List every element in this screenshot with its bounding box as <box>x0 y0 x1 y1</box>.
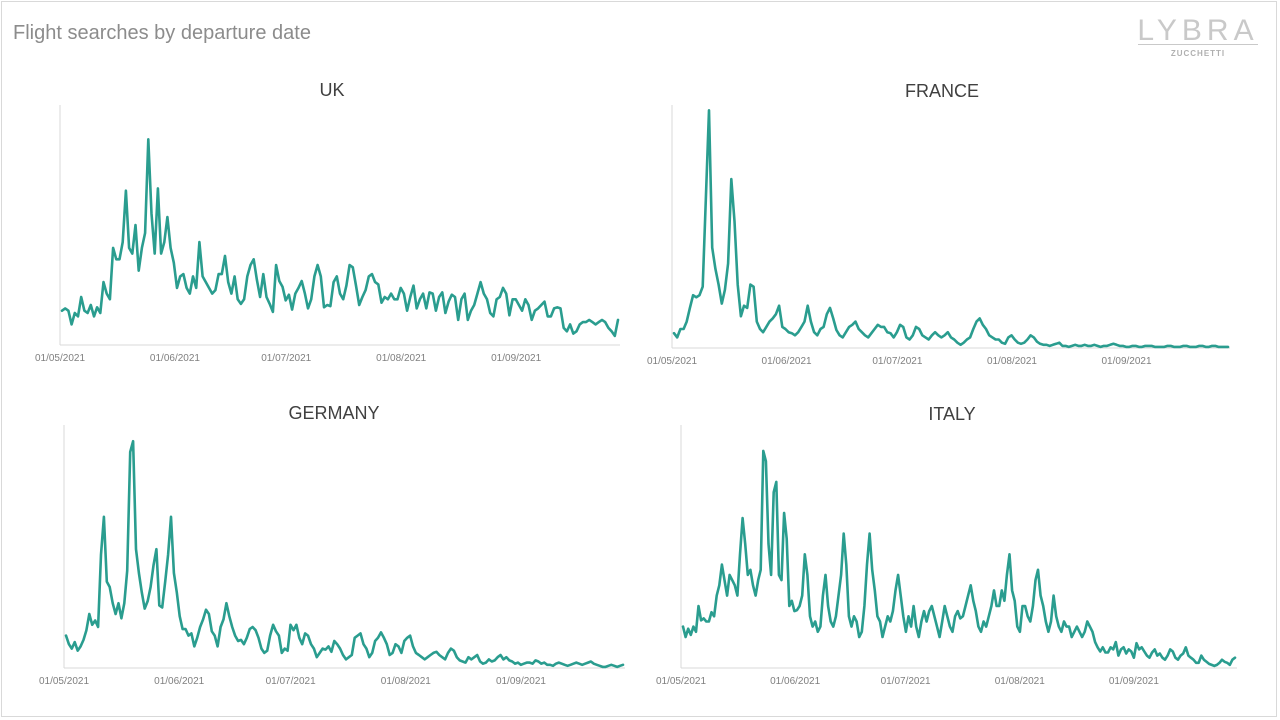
chart-title-france: FRANCE <box>905 81 979 101</box>
x-tick-label: 01/05/2021 <box>35 353 85 364</box>
x-tick-label: 01/05/2021 <box>39 676 89 687</box>
x-tick-label: 01/07/2021 <box>261 353 311 364</box>
x-tick-label: 01/08/2021 <box>995 676 1045 687</box>
x-tick-label: 01/08/2021 <box>381 676 431 687</box>
x-tick-label: 01/09/2021 <box>1101 356 1151 367</box>
x-tick-label: 01/09/2021 <box>1109 676 1159 687</box>
chart-italy: ITALY 01/05/2021 01/06/2021 01/07/2021 01/08… <box>656 404 1237 687</box>
logo-subtext: ZUCCHETTI <box>1170 49 1226 58</box>
series-line-france <box>672 109 1230 349</box>
x-tick-label: 01/07/2021 <box>881 676 931 687</box>
x-tick-label: 01/09/2021 <box>491 353 541 364</box>
x-tick-label: 01/06/2021 <box>770 676 820 687</box>
x-tick-label: 01/07/2021 <box>872 356 922 367</box>
x-tick-label: 01/08/2021 <box>987 356 1037 367</box>
chart-uk: UK 01/05/2021 01/06/2021 01/07/2021 01/08/20… <box>35 80 620 364</box>
x-tick-label: 01/06/2021 <box>762 356 812 367</box>
chart-title-italy: ITALY <box>928 404 975 424</box>
logo-wordmark: LYBRA <box>1137 14 1259 47</box>
chart-germany: GERMANY 01/05/2021 01/06/2021 01/07/2021 01/… <box>39 403 625 687</box>
logo-divider <box>1138 44 1258 45</box>
x-tick-label: 01/05/2021 <box>656 676 706 687</box>
chart-title-germany: GERMANY <box>288 403 379 423</box>
x-tick-label: 01/06/2021 <box>150 353 200 364</box>
chart-france: FRANCE 01/05/2021 01/06/2021 01/07/2021 01/0… <box>647 81 1230 367</box>
series-line-italy <box>681 449 1237 668</box>
brand-logo: LYBRA ZUCCHETTI <box>1134 14 1262 64</box>
page-title: Flight searches by departure date <box>13 22 311 44</box>
x-tick-label: 01/06/2021 <box>154 676 204 687</box>
series-line-uk <box>60 138 620 338</box>
x-tick-label: 01/05/2021 <box>647 356 697 367</box>
x-tick-label: 01/07/2021 <box>266 676 316 687</box>
chart-title-uk: UK <box>319 80 344 100</box>
x-tick-label: 01/09/2021 <box>496 676 546 687</box>
x-tick-label: 01/08/2021 <box>376 353 426 364</box>
series-line-germany <box>64 439 625 669</box>
